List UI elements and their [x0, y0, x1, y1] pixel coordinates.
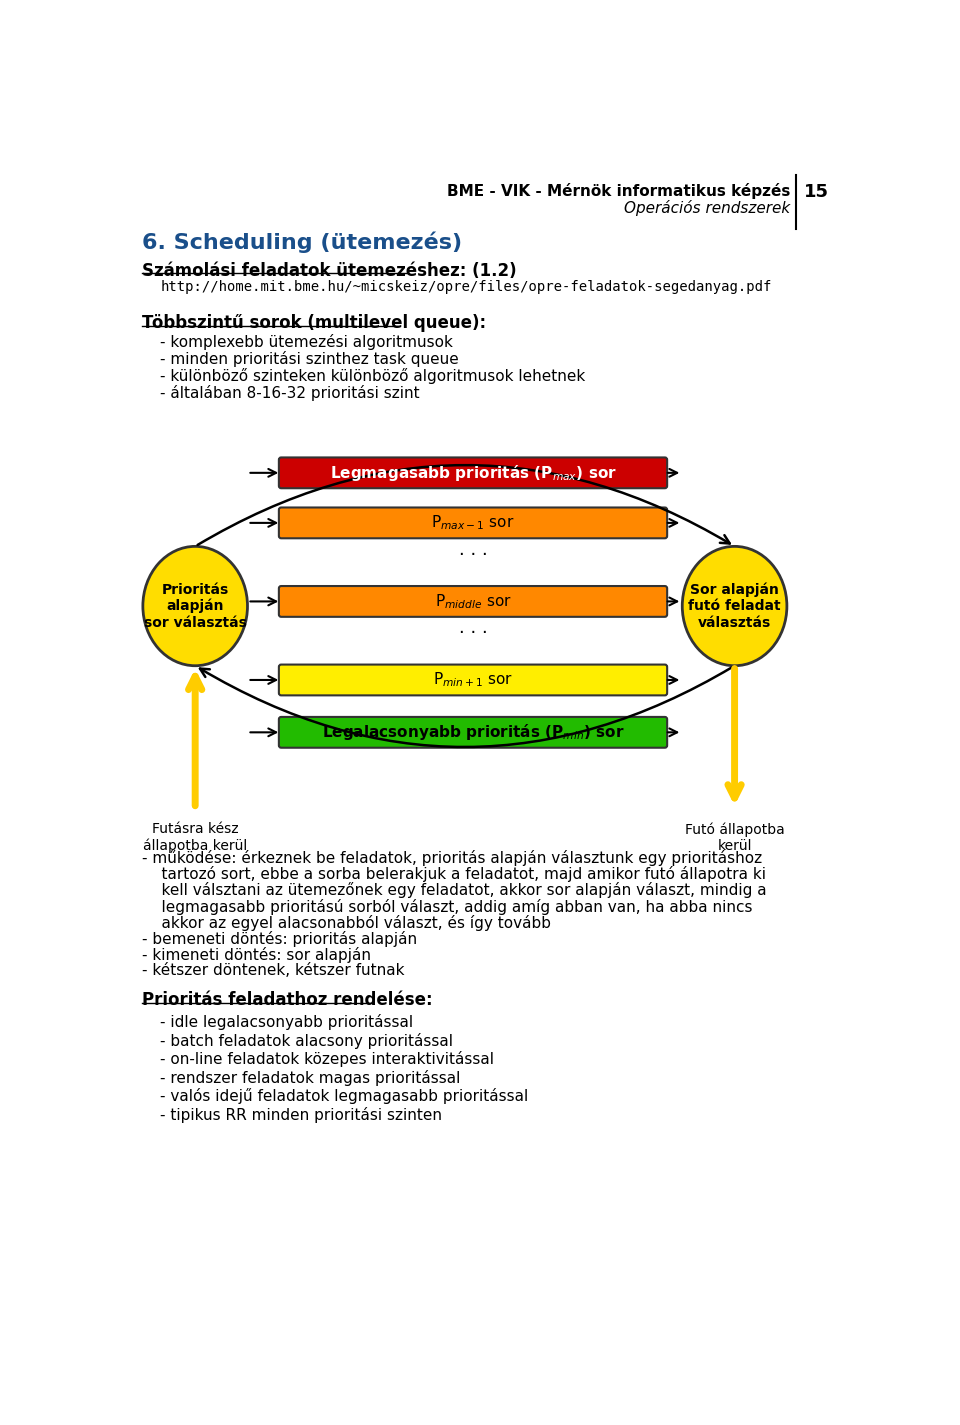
Text: Operációs rendszerek: Operációs rendszerek — [624, 201, 790, 217]
Text: - valós idejű feladatok legmagasabb prioritással: - valós idejű feladatok legmagasabb prio… — [160, 1089, 529, 1104]
Text: tartozó sort, ebbe a sorba belerakjuk a feladatot, majd amikor futó állapotra ki: tartozó sort, ebbe a sorba belerakjuk a … — [142, 866, 766, 882]
Text: - komplexebb ütemezési algoritmusok: - komplexebb ütemezési algoritmusok — [160, 335, 453, 351]
Text: - batch feladatok alacsony prioritással: - batch feladatok alacsony prioritással — [160, 1033, 453, 1049]
Text: akkor az egyel alacsonabból választ, és így tovább: akkor az egyel alacsonabból választ, és … — [142, 915, 551, 931]
Text: 6. Scheduling (ütemezés): 6. Scheduling (ütemezés) — [142, 231, 462, 252]
Text: Futó állapotba
kerül: Futó állapotba kerül — [684, 822, 784, 854]
Text: P$_{middle}$ sor: P$_{middle}$ sor — [435, 591, 512, 611]
FancyBboxPatch shape — [278, 717, 667, 748]
Text: legmagasabb prioritású sorból választ, addig amíg abban van, ha abba nincs: legmagasabb prioritású sorból választ, a… — [142, 899, 753, 915]
FancyBboxPatch shape — [278, 664, 667, 695]
Text: - idle legalacsonyabb prioritással: - idle legalacsonyabb prioritással — [160, 1015, 414, 1030]
Text: - minden prioritási szinthez task queue: - minden prioritási szinthez task queue — [160, 351, 459, 368]
Text: - különböző szinteken különböző algoritmusok lehetnek: - különböző szinteken különböző algoritm… — [160, 368, 586, 385]
Text: - bemeneti döntés: prioritás alapján: - bemeneti döntés: prioritás alapján — [142, 931, 417, 948]
Text: . . .: . . . — [459, 542, 488, 559]
Text: Legalacsonyabb prioritás (P$_{min}$) sor: Legalacsonyabb prioritás (P$_{min}$) sor — [322, 722, 624, 742]
Text: - kétszer döntenek, kétszer futnak: - kétszer döntenek, kétszer futnak — [142, 963, 404, 979]
Text: . . .: . . . — [459, 620, 488, 637]
Text: - általában 8-16-32 prioritási szint: - általában 8-16-32 prioritási szint — [160, 385, 420, 400]
Text: - kimeneti döntés: sor alapján: - kimeneti döntés: sor alapján — [142, 948, 371, 963]
Text: Prioritás
alapján
sor választás: Prioritás alapján sor választás — [144, 583, 247, 630]
Text: 15: 15 — [804, 182, 828, 201]
Ellipse shape — [683, 546, 787, 665]
FancyBboxPatch shape — [278, 457, 667, 489]
FancyArrowPatch shape — [200, 667, 732, 747]
Text: Többszintű sorok (multilevel queue):: Többszintű sorok (multilevel queue): — [142, 315, 486, 332]
Text: - rendszer feladatok magas prioritással: - rendszer feladatok magas prioritással — [160, 1070, 461, 1086]
Text: Számolási feladatok ütemezéshez: (1.2): Számolási feladatok ütemezéshez: (1.2) — [142, 262, 516, 279]
Text: http://home.mit.bme.hu/~micskeiz/opre/files/opre-feladatok-segedanyag.pdf: http://home.mit.bme.hu/~micskeiz/opre/fi… — [160, 281, 772, 295]
Text: - on-line feladatok közepes interaktivitással: - on-line feladatok közepes interaktivit… — [160, 1052, 494, 1067]
Ellipse shape — [143, 546, 248, 665]
FancyBboxPatch shape — [278, 586, 667, 617]
Text: - működése: érkeznek be feladatok, prioritás alapján választunk egy prioritáshoz: - működése: érkeznek be feladatok, prior… — [142, 851, 762, 866]
Text: BME - VIK - Mérnök informatikus képzés: BME - VIK - Mérnök informatikus képzés — [447, 182, 790, 198]
Text: Sor alapján
futó feladat
választás: Sor alapján futó feladat választás — [688, 583, 780, 630]
Text: - tipikus RR minden prioritási szinten: - tipikus RR minden prioritási szinten — [160, 1107, 443, 1123]
Text: Futásra kész
állapotba kerül: Futásra kész állapotba kerül — [143, 822, 248, 854]
Text: P$_{max-1}$ sor: P$_{max-1}$ sor — [431, 513, 515, 533]
Text: Legmagasabb prioritás (P$_{max}$) sor: Legmagasabb prioritás (P$_{max}$) sor — [329, 463, 616, 483]
Text: kell válsztani az ütemezőnek egy feladatot, akkor sor alapján választ, mindig a: kell válsztani az ütemezőnek egy feladat… — [142, 882, 766, 899]
Text: P$_{min+1}$ sor: P$_{min+1}$ sor — [433, 671, 514, 690]
FancyBboxPatch shape — [278, 507, 667, 539]
Text: Prioritás feladathoz rendelése:: Prioritás feladathoz rendelése: — [142, 990, 432, 1009]
FancyArrowPatch shape — [198, 465, 730, 544]
